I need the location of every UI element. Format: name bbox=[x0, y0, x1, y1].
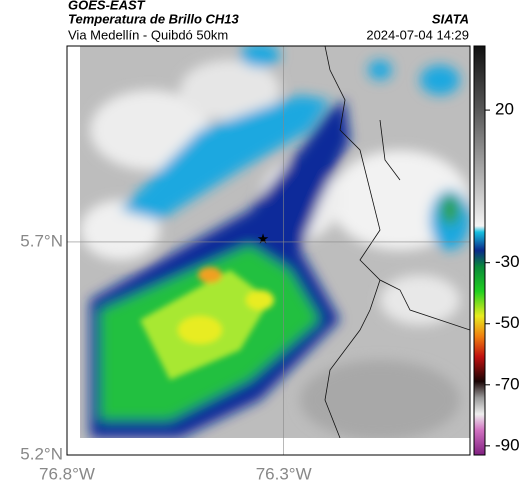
datetime: 2024-07-04 14:29 bbox=[366, 27, 469, 42]
lat-tick-label: 5.2°N bbox=[20, 444, 63, 463]
map-frame bbox=[66, 45, 471, 456]
lon-tick-label: 76.3°W bbox=[256, 464, 312, 483]
colorbar bbox=[473, 45, 486, 456]
agency: SIATA bbox=[432, 11, 469, 26]
source: GOES-EAST bbox=[68, 0, 146, 12]
colorbar-tick-label: -90 bbox=[495, 435, 520, 454]
subtitle: Via Medellín - Quibdó 50km bbox=[68, 27, 228, 42]
location-star: ★ bbox=[257, 231, 270, 247]
colorbar-tick-label: -30 bbox=[495, 252, 520, 271]
lon-tick-label: 76.8°W bbox=[39, 464, 95, 483]
title: Temperatura de Brillo CH13 bbox=[68, 11, 240, 26]
colorbar-tick-label: -50 bbox=[495, 313, 520, 332]
lat-tick-label: 5.7°N bbox=[20, 231, 63, 250]
colorbar-tick-label: 20 bbox=[495, 100, 514, 119]
satellite-image: ★ bbox=[80, 46, 470, 438]
colorbar-tick-label: -70 bbox=[495, 374, 520, 393]
